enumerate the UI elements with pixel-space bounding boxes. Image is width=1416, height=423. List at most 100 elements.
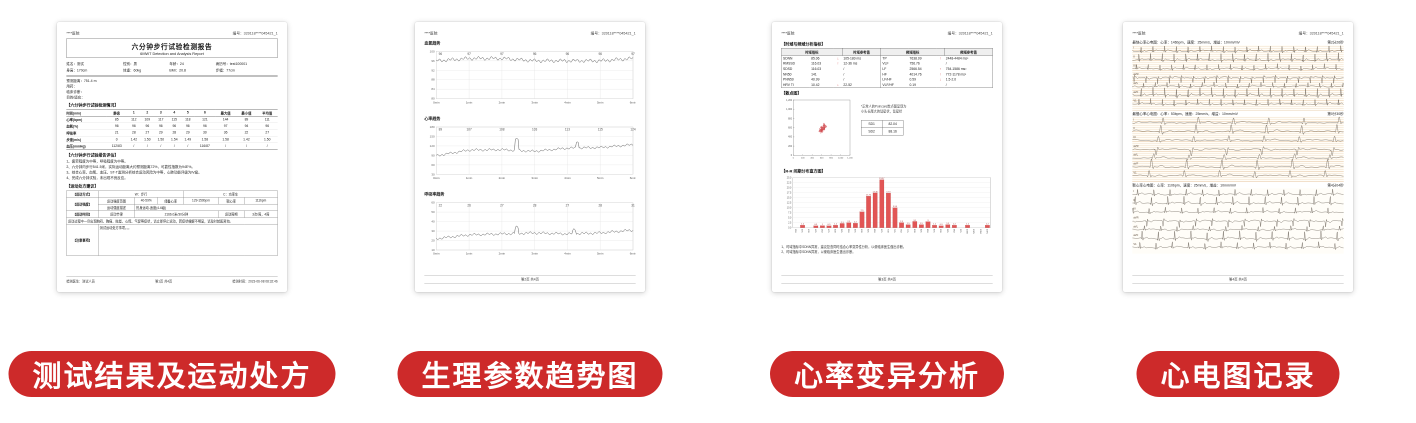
- label-ecg-records[interactable]: 心电图记录: [1136, 351, 1340, 397]
- info-label: BMI：: [169, 68, 180, 73]
- table-cell: 10.42: [811, 83, 820, 87]
- svg-text:1.5: 1.5: [907, 223, 911, 225]
- section-title-scatter: 【散点图】: [781, 90, 802, 96]
- trend-chart-svg: 100 96 92 88 84 80 96 0min 97 1min 97 2min 96 3min 96 4…: [430, 49, 637, 104]
- svg-text:26: 26: [467, 203, 471, 207]
- svg-text:0min: 0min: [433, 100, 440, 104]
- table-cell: 1.50: [154, 136, 168, 144]
- rx-mode-label: 【运动方式】: [66, 190, 99, 198]
- svg-text:1075: 1075: [985, 229, 987, 234]
- svg-text:0: 0: [793, 157, 795, 159]
- svg-text:V1: V1: [1133, 99, 1137, 103]
- table-cell: /: [181, 142, 195, 150]
- sd1-value: 82.04: [881, 120, 904, 128]
- svg-text:80: 80: [431, 97, 435, 101]
- test-time: 检测时间：2023-06-08 08:32:46: [232, 279, 278, 284]
- table-header: 频域指标: [880, 47, 945, 56]
- svg-text:1.2: 1.2: [986, 224, 990, 226]
- sd-table: SD1 82.04 SD2 88.16: [860, 120, 904, 136]
- label-trend-charts[interactable]: 生理参数趋势图: [397, 351, 663, 397]
- table-cell: 141: [811, 72, 817, 77]
- spo2-chart-title: 血氧趋势: [424, 40, 441, 46]
- svg-text:150: 150: [430, 134, 435, 138]
- svg-text:875: 875: [933, 229, 935, 233]
- table-cell: VLF/HF: [880, 82, 909, 88]
- svg-text:0min: 0min: [433, 252, 440, 256]
- rr-chart-title: 呼吸率趋势: [424, 191, 445, 197]
- label-hrv-analysis[interactable]: 心率变异分析: [769, 351, 1005, 397]
- table-cell: 118: [181, 116, 195, 124]
- trend-chart-svg: 180 150 120 90 60 30 89 0min 107 1min 108 2min 103 3m…: [430, 125, 637, 180]
- info-label: 步幅：: [215, 68, 227, 73]
- svg-text:1.2: 1.2: [834, 224, 838, 226]
- svg-text:aVL: aVL: [1133, 153, 1138, 157]
- info-value: 60kg: [133, 68, 142, 73]
- table-cell: ↑: [939, 56, 942, 61]
- svg-text:27: 27: [500, 203, 504, 207]
- ecg-strip-title: 最慢心率心电图：心率：53bpm，速度：25mm/s，增益：10mm/mV: [1132, 111, 1238, 116]
- rx-intensity-range-value: 40-59%: [134, 197, 158, 205]
- svg-text:96: 96: [598, 52, 602, 56]
- svg-text:96: 96: [533, 52, 537, 56]
- svg-text:1000: 1000: [966, 229, 968, 234]
- svg-text:aVL: aVL: [1133, 81, 1138, 85]
- svg-text:450: 450: [820, 229, 822, 233]
- table-cell: RMSSD: [782, 61, 796, 66]
- table-cell: 111: [256, 116, 278, 124]
- pre-info-lines: 预测距离：751.4 m 用药： 临床诊断： 目的/适应：: [66, 78, 277, 100]
- table-cell: ↓: [837, 56, 839, 61]
- svg-text:30: 30: [431, 229, 435, 233]
- table-cell: 40.99: [811, 77, 820, 82]
- table-header: 时域参考值: [841, 47, 882, 56]
- table-cell: 96: [167, 122, 182, 130]
- table-cell: 96: [256, 122, 278, 130]
- info-value: 测试: [76, 61, 84, 66]
- svg-text:3: 3: [927, 220, 929, 222]
- table-cell: 1.50: [140, 136, 155, 144]
- label-test-results[interactable]: 测试结果及运动处方: [8, 351, 336, 397]
- svg-text:2.1: 2.1: [841, 222, 845, 224]
- ecg-strip-title: 靶心率心电图：心率：110bpm，速度：25mm/s，增益：10mm/mV: [1132, 183, 1237, 188]
- svg-text:90: 90: [431, 153, 435, 157]
- rx-intensity-range-label: 运动强度范围: [97, 197, 135, 205]
- svg-text:3min: 3min: [531, 252, 538, 256]
- svg-text:aVL: aVL: [1133, 224, 1138, 228]
- table-cell: 7638.09: [909, 56, 922, 61]
- ecg-strip-fastest: 最快心率心电图：心率：146bpm，速度：25mm/s，增益：10mm/mV 第…: [1132, 39, 1344, 111]
- svg-text:15.0: 15.0: [787, 197, 792, 199]
- info-label: 病历号：: [215, 61, 230, 66]
- page-header: ****医院 编号：320118****045421_1: [781, 31, 992, 36]
- table-cell: 27: [256, 129, 278, 137]
- svg-text:1min: 1min: [466, 252, 473, 256]
- info-label: 体重：: [123, 68, 134, 73]
- svg-text:17.5: 17.5: [787, 192, 792, 194]
- svg-text:0.9: 0.9: [940, 224, 944, 226]
- table-cell: 96: [127, 122, 141, 130]
- table-cell: 步速(m/s): [66, 136, 107, 144]
- ecg-grid: I II III aVR aVL aVF V1: [1132, 116, 1344, 182]
- svg-text:4min: 4min: [564, 252, 571, 256]
- rx-mode-bike: C：功率车: [183, 190, 278, 198]
- table-cell: ↑: [837, 61, 839, 66]
- table-cell: 0.19: [909, 83, 916, 87]
- svg-text:28: 28: [598, 203, 602, 207]
- svg-text:107: 107: [466, 128, 472, 132]
- svg-text:375: 375: [801, 229, 803, 233]
- text-line: 4、完成六分钟试验，未出现不良反应。: [66, 175, 128, 180]
- svg-text:10.0: 10.0: [787, 207, 792, 209]
- table-cell: 1.42: [127, 136, 141, 144]
- svg-text:103: 103: [532, 128, 538, 132]
- table-cell: 0: [106, 136, 128, 144]
- table-cell: 1.42: [236, 136, 257, 144]
- spo2-trend-chart: 100 96 92 88 84 80 96 0min 97 1min 97 2min 96 3min 96 4…: [424, 46, 637, 114]
- hrv-notes: 1、时域指标中SDNN异常，建议复查同时结合心率变异性分析，以便临床医生做出诊断…: [781, 245, 992, 255]
- poincare-note: *正常人的Poincare散点图呈现为 小头长尾大的彗星状，彗星状: [861, 105, 906, 114]
- svg-text:3min: 3min: [531, 176, 538, 180]
- table-cell: 21: [106, 129, 128, 137]
- svg-text:950: 950: [952, 229, 954, 233]
- table-cell: 96: [194, 122, 216, 130]
- table-cell: 1.49: [181, 136, 195, 144]
- table-row: 呼吸率 21 28 27 29 28 29 30 36 22 27: [66, 129, 278, 137]
